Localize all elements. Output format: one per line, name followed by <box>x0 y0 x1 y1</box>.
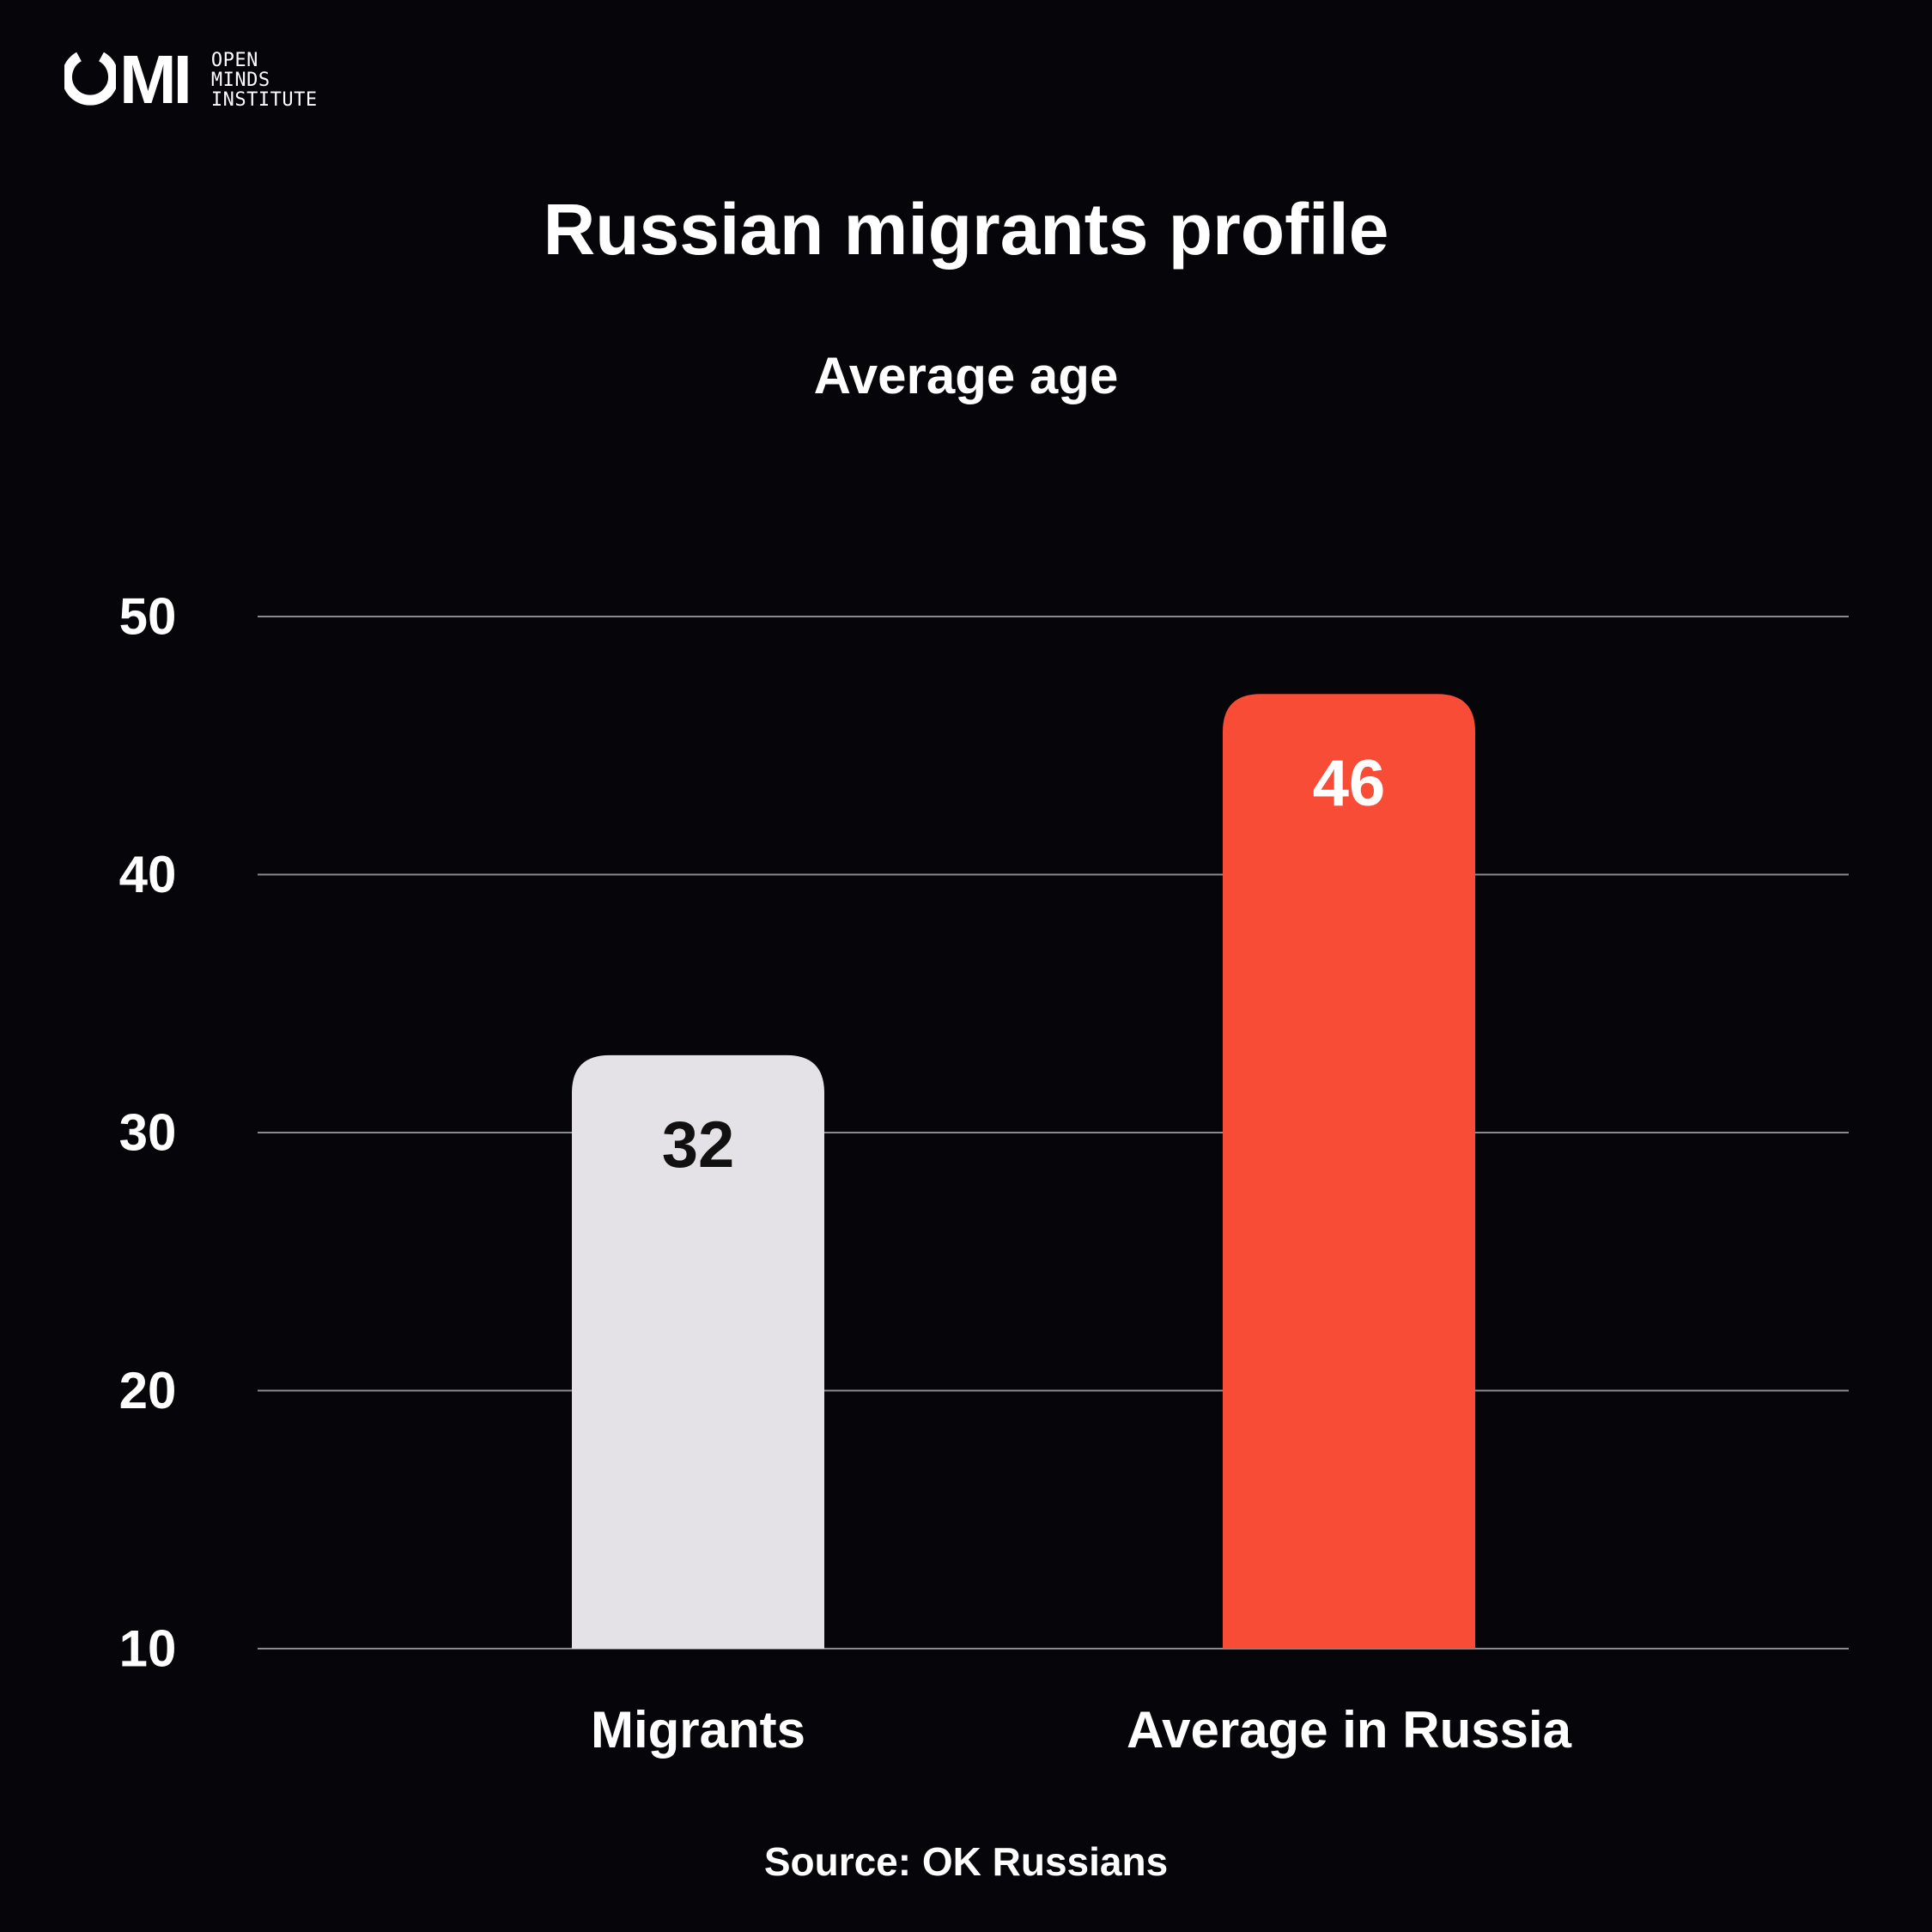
y-tick-label: 50 <box>119 588 177 646</box>
logo: MI OPEN MINDS INSTITUTE <box>64 46 318 114</box>
source-note: Source: OK Russians <box>763 1839 1169 1884</box>
logo-word: OPEN <box>210 49 258 71</box>
y-tick-label: 10 <box>119 1620 177 1678</box>
logo-word: INSTITUTE <box>210 88 318 111</box>
bar <box>572 1054 824 1649</box>
bar <box>1223 694 1475 1649</box>
y-tick-label: 20 <box>119 1362 177 1419</box>
bar-value-label: 46 <box>1313 747 1386 820</box>
x-category-label: Migrants <box>591 1701 805 1759</box>
y-tick-label: 40 <box>119 846 177 903</box>
chart-title: Russian migrants profile <box>543 189 1389 270</box>
omi-logo-icon <box>64 52 116 106</box>
logo-mark-text: MI <box>119 41 192 118</box>
x-category-label: Average in Russia <box>1127 1701 1572 1759</box>
y-tick-label: 30 <box>119 1104 177 1162</box>
logo-wordmark: OPEN MINDS INSTITUTE <box>211 51 318 110</box>
chart-subtitle: Average age <box>813 347 1119 404</box>
bar-value-label: 32 <box>662 1109 735 1182</box>
logo-word: MINDS <box>210 69 270 91</box>
